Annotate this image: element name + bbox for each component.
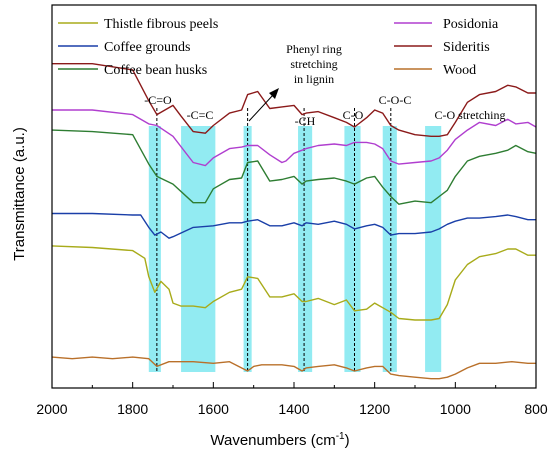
legend-label-coffee-husks: Coffee bean husks (104, 63, 207, 78)
legend-label-coffee-grounds: Coffee grounds (104, 40, 190, 55)
legend-right: Posidonia Sideritis Wood (394, 17, 499, 78)
legend-label-posidonia: Posidonia (443, 17, 499, 32)
legend-left: Thistle fibrous peels Coffee grounds Cof… (58, 17, 218, 78)
series-thistle-fibrous-peels (51, 245, 536, 321)
series-sideritis (52, 63, 536, 137)
legend-label-wood: Wood (443, 63, 476, 78)
x-tick-label: 1800 (117, 401, 148, 417)
series-wood (51, 356, 536, 380)
band-4 (344, 126, 361, 372)
x-tick-label: 1200 (359, 401, 390, 417)
x-tick-label: 1600 (198, 401, 229, 417)
x-tick-label: 800 (524, 401, 548, 417)
band-0 (148, 126, 161, 372)
annotation-ch: -CH (295, 114, 316, 128)
annotation-co: -C=O (144, 93, 172, 107)
band-3 (298, 126, 313, 372)
annotation-phenyl-2: stretching (290, 57, 337, 71)
annotation-phenyl-1: Phenyl ring (286, 42, 342, 56)
band-6 (425, 126, 442, 372)
series-posidonia (52, 109, 537, 167)
x-ticks: 2000 1800 1600 1400 1200 1000 800 (36, 382, 548, 417)
annotation-c-o: C-O (343, 108, 364, 122)
annotation-cc: -C=C (187, 108, 214, 122)
band-highlights (148, 126, 442, 372)
series-coffee-bean-husks (51, 129, 537, 205)
x-tick-label: 1400 (278, 401, 309, 417)
annotation-co-stretching: C-O stretching (435, 108, 506, 122)
spectra (51, 63, 537, 380)
annotation-arrow-line (248, 94, 274, 122)
band-1 (181, 126, 216, 372)
x-axis-label: Wavenumbers (cm-1) (210, 431, 349, 449)
annotation-phenyl-3: in lignin (294, 72, 334, 86)
legend-label-sideritis: Sideritis (443, 40, 490, 55)
legend-label-thistle: Thistle fibrous peels (104, 17, 218, 32)
reference-lines (156, 108, 392, 372)
x-tick-label: 1000 (440, 401, 471, 417)
y-axis-label: Transmittance (a.u.) (11, 127, 28, 261)
annotations: -C=O -C=C Phenyl ring stretching in lign… (144, 42, 505, 128)
annotation-arrow-head (269, 88, 279, 99)
x-tick-label: 2000 (36, 401, 67, 417)
series-coffee-grounds (52, 212, 536, 239)
annotation-coc: C-O-C (379, 93, 412, 107)
